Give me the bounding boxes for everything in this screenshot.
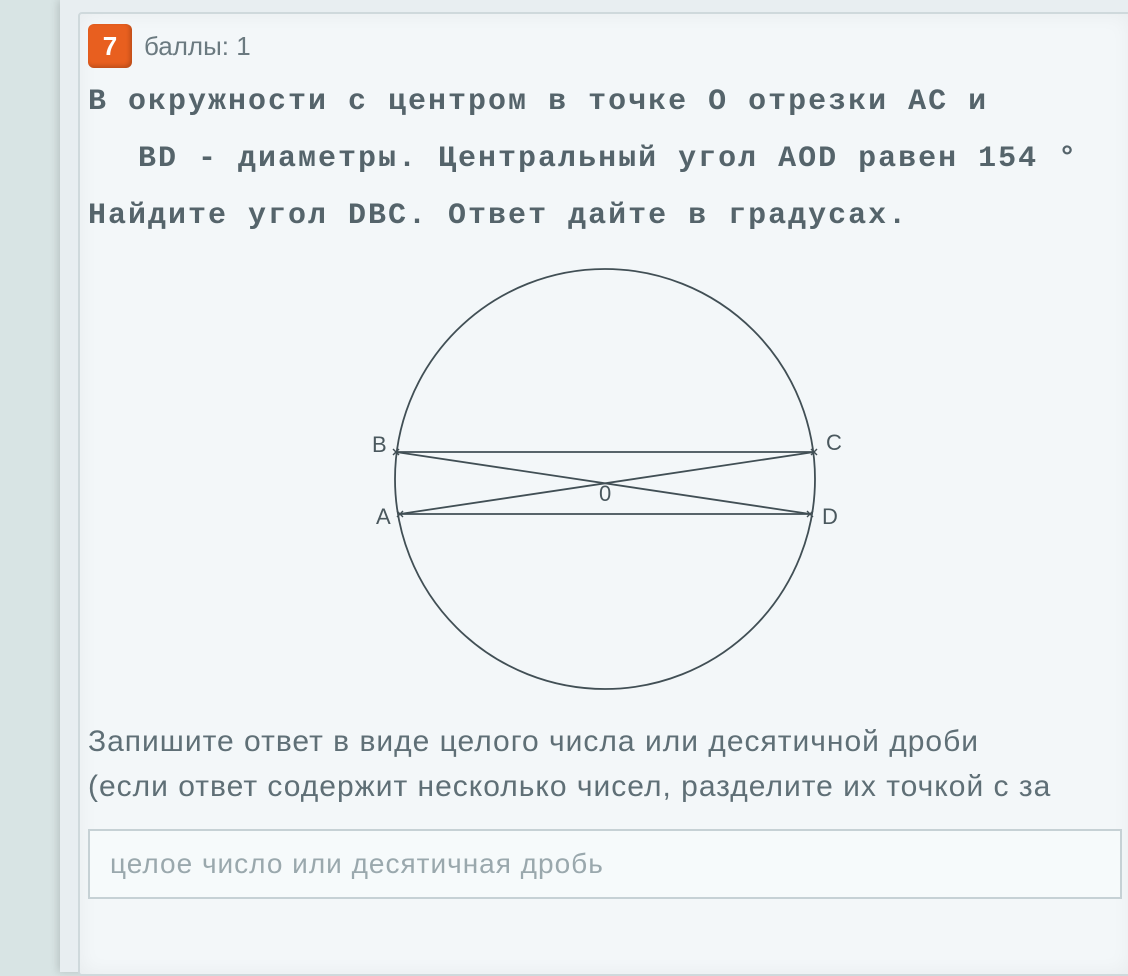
problem-line-2: BD - диаметры. Центральный угол AOD раве…: [88, 131, 1122, 188]
geometry-diagram: 0 B C A D: [325, 249, 885, 709]
question-number-badge: 7: [88, 24, 132, 68]
svg-text:B: B: [372, 432, 387, 457]
instruction-line-2: (если ответ содержит несколько чисел, ра…: [88, 764, 1122, 809]
problem-text: В окружности с центром в точке О отрезки…: [80, 74, 1128, 245]
svg-text:0: 0: [599, 481, 611, 506]
question-card: 7 баллы: 1 В окружности с центром в точк…: [78, 12, 1128, 976]
problem-line-3: Найдите угол DBC. Ответ дайте в градусах…: [88, 188, 1122, 245]
answer-input[interactable]: целое число или десятичная дробь: [88, 829, 1122, 899]
diagram-container: 0 B C A D: [80, 245, 1128, 717]
question-number: 7: [103, 31, 117, 62]
answer-instructions: Запишите ответ в виде целого числа или д…: [80, 717, 1128, 811]
svg-text:A: A: [376, 504, 391, 529]
svg-text:D: D: [822, 504, 838, 529]
outer-panel: 7 баллы: 1 В окружности с центром в точк…: [60, 0, 1128, 972]
svg-text:C: C: [826, 430, 842, 455]
answer-placeholder: целое число или десятичная дробь: [110, 848, 604, 880]
problem-line-1: В окружности с центром в точке О отрезки…: [88, 74, 1122, 131]
instruction-line-1: Запишите ответ в виде целого числа или д…: [88, 719, 1122, 764]
question-header: 7 баллы: 1: [80, 14, 1128, 74]
points-label: баллы: 1: [144, 31, 251, 62]
